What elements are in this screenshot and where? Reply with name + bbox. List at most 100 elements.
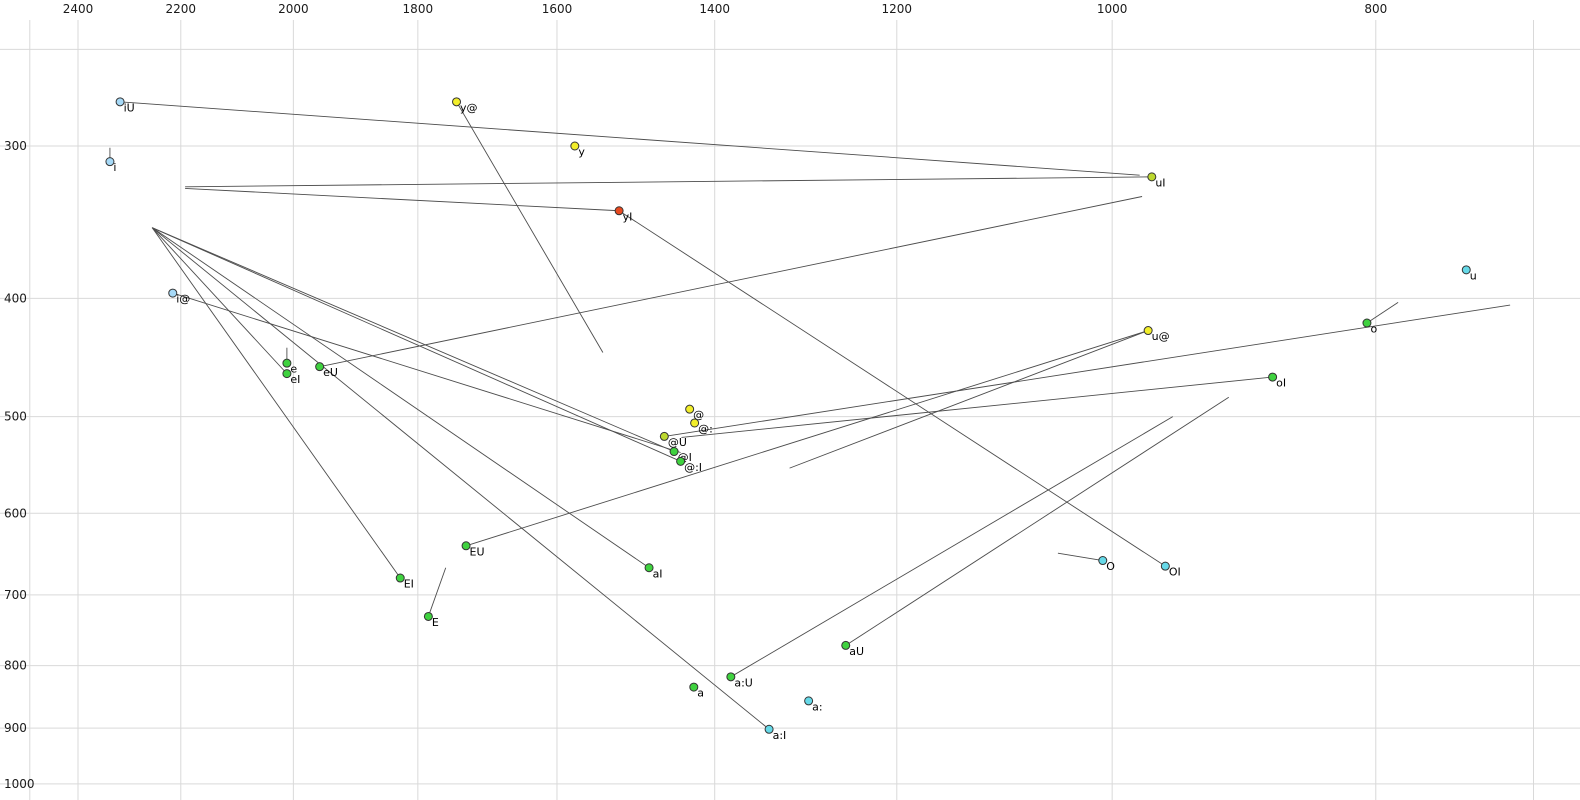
vowel-point-i xyxy=(105,157,115,167)
x-axis-tick-label: 1800 xyxy=(403,2,434,16)
trajectory-lines xyxy=(109,101,1511,730)
x-axis-tick-label: 1000 xyxy=(1097,2,1128,16)
trajectory-line-a:U xyxy=(730,416,1173,678)
vowel-point-aU xyxy=(841,640,851,650)
vowel-point-label: EI xyxy=(404,578,414,591)
vowel-point-oI xyxy=(1268,372,1278,382)
vowel-point-u xyxy=(1461,265,1471,275)
vowel-point-label: OI xyxy=(1169,566,1181,579)
trajectory-line-yI xyxy=(185,187,620,212)
x-axis-tick-label: 2400 xyxy=(63,2,94,16)
vowel-point-OI xyxy=(1160,561,1170,571)
y-axis-tick-label: 700 xyxy=(4,588,27,602)
trajectory-line-eI xyxy=(151,227,288,374)
trajectory-line-aI xyxy=(151,227,650,569)
axis-tick-labels: 2400 2200 2000 1800 1600 1400 1200 1000 800 300 40… xyxy=(4,2,1387,791)
vowel-point-label: EU xyxy=(470,545,485,558)
vowel-point-u@ xyxy=(1143,326,1153,336)
vowel-point-a: xyxy=(804,696,814,706)
x-axis-tick-label: 2000 xyxy=(278,2,309,16)
vowel-point-y@ xyxy=(452,97,462,107)
y-axis-tick-label: 500 xyxy=(4,410,27,424)
vowel-point-label: aU xyxy=(849,645,864,658)
vowel-point-y xyxy=(570,141,580,151)
y-axis-tick-label: 300 xyxy=(4,139,27,153)
trajectory-line-i@ xyxy=(172,292,681,453)
vowel-point-label: y xyxy=(578,146,585,159)
y-axis-tick-label: 900 xyxy=(4,721,27,735)
vowel-point-label: @:I xyxy=(684,461,702,474)
vowel-point-@: xyxy=(690,418,700,428)
trajectory-line-eU xyxy=(319,196,1143,368)
vowel-point-@:I xyxy=(676,456,686,466)
trajectory-line-y@ xyxy=(456,101,604,353)
vowel-point-label: i xyxy=(113,161,116,174)
vowel-point-yI xyxy=(614,206,624,216)
vowel-point-aI xyxy=(644,563,654,573)
trajectory-line-iU xyxy=(120,101,1140,176)
data-points: iUii@y@yyIuIuu@ooIeeIeU@@:@U@I@:IEUaIEIO… xyxy=(105,97,1477,742)
vowel-point-label: O xyxy=(1106,560,1115,573)
vowel-point-o xyxy=(1362,318,1372,328)
trajectory-line-a:I xyxy=(151,227,770,730)
x-axis-tick-label: 1600 xyxy=(542,2,573,16)
x-axis-tick-label: 1200 xyxy=(882,2,913,16)
vowel-point-label: e xyxy=(290,363,297,376)
trajectory-line-@:I xyxy=(151,227,681,462)
trajectory-line-O xyxy=(1057,552,1103,561)
vowel-point-iU xyxy=(115,97,125,107)
y-axis-tick-label: 400 xyxy=(4,291,27,305)
y-axis-tick-label: 1000 xyxy=(4,777,35,791)
vowel-point-label: oI xyxy=(1276,377,1286,390)
vowel-point-label: @ xyxy=(693,409,704,422)
x-axis-tick-label: 800 xyxy=(1364,2,1387,16)
trajectory-line-@I xyxy=(151,227,675,452)
vowel-point-i@ xyxy=(168,288,178,298)
vowel-point-@ xyxy=(685,404,695,414)
trajectory-line-u@ xyxy=(789,330,1149,469)
vowel-point-label: a xyxy=(697,687,704,700)
vowel-point-label: aI xyxy=(653,567,663,580)
y-axis-tick-label: 800 xyxy=(4,659,27,673)
trajectory-line-oI xyxy=(681,376,1273,438)
vowel-point-label: u@ xyxy=(1152,330,1170,343)
vowel-point-label: eU xyxy=(323,366,338,379)
vowel-point-a:I xyxy=(764,724,774,734)
vowel-point-E xyxy=(423,611,433,621)
vowel-point-uI xyxy=(1147,172,1157,182)
vowel-point-@I xyxy=(669,447,679,457)
vowel-point-label: y@ xyxy=(460,101,478,114)
trajectory-line-uI xyxy=(185,176,1152,188)
x-axis-tick-label: 1400 xyxy=(699,2,730,16)
vowel-point-label: a:U xyxy=(734,676,753,689)
trajectory-line-EI xyxy=(151,227,401,579)
vowel-point-label: yI xyxy=(623,210,633,223)
vowel-point-e xyxy=(282,358,292,368)
vowel-point-label: E xyxy=(432,616,439,629)
vowel-point-label: i@ xyxy=(176,293,190,306)
vowel-point-label: iU xyxy=(124,101,135,114)
vowel-point-label: a: xyxy=(812,700,822,713)
y-axis-tick-label: 600 xyxy=(4,506,27,520)
vowel-point-label: eI xyxy=(290,373,300,386)
vowel-point-@U xyxy=(659,431,669,441)
vowel-point-label: @U xyxy=(668,436,687,449)
vowel-point-a xyxy=(689,682,699,692)
vowel-point-EI xyxy=(395,573,405,583)
trajectory-line-EU xyxy=(465,330,1149,547)
vowel-point-O xyxy=(1098,556,1108,566)
trajectory-line-o xyxy=(1366,302,1399,324)
vowel-point-label: a:I xyxy=(773,729,787,742)
gridlines xyxy=(0,20,1580,800)
vowel-point-label: u xyxy=(1470,269,1477,282)
trajectory-line-aU xyxy=(845,396,1230,646)
vowel-point-eI xyxy=(282,369,292,379)
vowel-point-label: uI xyxy=(1155,176,1165,189)
trajectory-line-OI xyxy=(621,211,1166,567)
vowel-point-label: o xyxy=(1370,323,1377,336)
x-axis-tick-label: 2200 xyxy=(166,2,197,16)
trajectory-line-E xyxy=(427,567,447,617)
vowel-point-label: @: xyxy=(698,422,713,435)
